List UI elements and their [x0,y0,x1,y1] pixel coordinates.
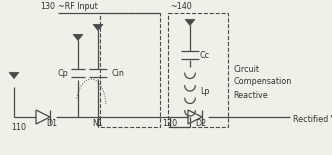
Text: 120: 120 [162,119,178,128]
Text: D2: D2 [195,119,207,128]
Text: Reactive: Reactive [233,91,268,100]
Polygon shape [73,34,83,41]
Polygon shape [9,72,19,79]
Text: Compensation: Compensation [233,78,291,86]
Text: Circuit: Circuit [233,64,259,73]
Text: N1: N1 [93,119,104,128]
Text: 110: 110 [11,122,26,131]
Text: Lp: Lp [200,88,209,97]
Text: Cc: Cc [200,51,210,60]
Polygon shape [93,24,103,31]
Text: D1: D1 [46,119,57,128]
Text: Cp: Cp [57,69,68,78]
Text: ~140: ~140 [170,2,192,11]
Text: ~RF Input: ~RF Input [58,2,98,11]
Text: 130: 130 [40,2,55,11]
Polygon shape [185,19,195,26]
Text: Rectified Voltage: Rectified Voltage [293,115,332,124]
Text: Cin: Cin [111,69,124,78]
Bar [100,13,160,127]
Bar [168,13,228,127]
